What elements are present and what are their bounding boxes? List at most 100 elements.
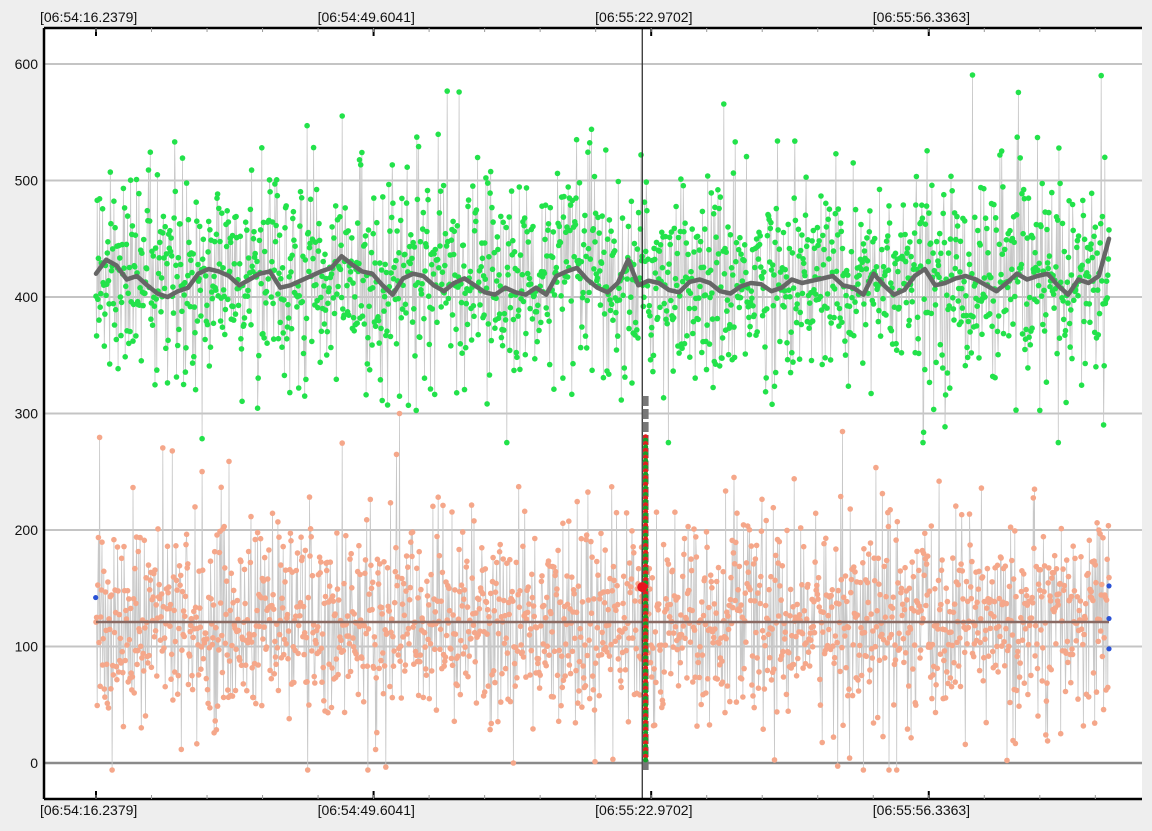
- data-point: [576, 180, 583, 186]
- data-point: [267, 667, 273, 674]
- data-point: [1069, 355, 1075, 362]
- data-point: [174, 342, 181, 349]
- data-point: [192, 386, 199, 393]
- data-point: [214, 195, 220, 201]
- data-point: [936, 230, 943, 237]
- data-point: [111, 629, 118, 636]
- data-point: [898, 350, 905, 356]
- data-point: [1013, 593, 1019, 600]
- data-point: [599, 629, 605, 636]
- data-point: [351, 611, 358, 617]
- data-point: [1051, 552, 1058, 559]
- data-point: [414, 134, 420, 140]
- data-point: [648, 674, 655, 680]
- data-point: [168, 235, 174, 241]
- data-point: [456, 89, 462, 95]
- data-point: [492, 589, 499, 595]
- data-point: [771, 272, 777, 278]
- data-point: [355, 691, 362, 698]
- data-point: [256, 237, 263, 244]
- data-point: [652, 629, 659, 635]
- data-point: [214, 191, 221, 197]
- data-point: [1026, 622, 1033, 629]
- data-point: [868, 611, 874, 617]
- data-point: [958, 285, 965, 292]
- data-point: [386, 181, 392, 188]
- data-point: [578, 258, 585, 265]
- data-point: [245, 548, 252, 555]
- data-point: [137, 285, 143, 291]
- data-point: [655, 607, 661, 613]
- data-point: [229, 693, 236, 699]
- data-point: [579, 324, 585, 330]
- data-point: [755, 685, 762, 691]
- data-point: [737, 607, 743, 614]
- data-point: [268, 294, 275, 300]
- data-point: [688, 567, 695, 574]
- data-point: [947, 236, 954, 242]
- data-point: [783, 274, 790, 280]
- data-point: [363, 392, 369, 398]
- data-point: [394, 574, 401, 580]
- data-point: [579, 704, 585, 710]
- data-point: [241, 321, 247, 328]
- data-point: [937, 651, 944, 657]
- data-point: [182, 279, 188, 286]
- data-point: [989, 323, 995, 330]
- data-point: [437, 646, 443, 653]
- data-point: [468, 337, 475, 343]
- data-point: [573, 195, 579, 201]
- data-point: [216, 261, 223, 267]
- data-point: [371, 634, 378, 640]
- data-point: [106, 616, 112, 622]
- data-point: [1009, 266, 1015, 273]
- data-point: [735, 587, 741, 593]
- data-point: [367, 496, 374, 503]
- data-point: [280, 330, 287, 336]
- data-point: [322, 307, 329, 313]
- data-point: [805, 649, 812, 655]
- data-point: [480, 590, 486, 597]
- data-point: [1065, 659, 1071, 666]
- data-point: [757, 600, 763, 607]
- data-point: [174, 273, 180, 280]
- data-point: [772, 239, 778, 246]
- data-point: [285, 301, 291, 308]
- data-point: [925, 258, 932, 265]
- data-point: [303, 634, 310, 641]
- data-point: [199, 468, 205, 475]
- data-point: [185, 561, 191, 567]
- data-point: [902, 650, 909, 656]
- data-point: [102, 694, 108, 700]
- data-point: [733, 539, 739, 546]
- data-point: [526, 632, 533, 638]
- data-point: [699, 599, 705, 605]
- data-point: [465, 628, 472, 635]
- data-point: [504, 439, 510, 446]
- data-point: [542, 615, 549, 621]
- data-point: [202, 630, 209, 636]
- data-point: [1088, 241, 1094, 247]
- data-point: [255, 662, 261, 668]
- data-point: [630, 544, 636, 550]
- data-point: [527, 626, 534, 632]
- data-point: [821, 540, 827, 547]
- data-point: [574, 498, 580, 505]
- data-point: [902, 231, 908, 238]
- data-point: [964, 354, 971, 361]
- data-point: [124, 587, 131, 594]
- data-point: [1047, 593, 1053, 599]
- data-point: [493, 580, 499, 587]
- data-point: [730, 604, 736, 611]
- data-point: [1093, 364, 1099, 370]
- data-point: [875, 555, 882, 562]
- data-point: [629, 380, 635, 386]
- data-point: [702, 575, 708, 581]
- data-point: [389, 694, 396, 701]
- data-point: [472, 659, 479, 665]
- data-point: [426, 695, 433, 702]
- data-point: [468, 502, 475, 508]
- data-point: [913, 173, 920, 180]
- data-point: [551, 386, 557, 393]
- data-point: [386, 608, 393, 614]
